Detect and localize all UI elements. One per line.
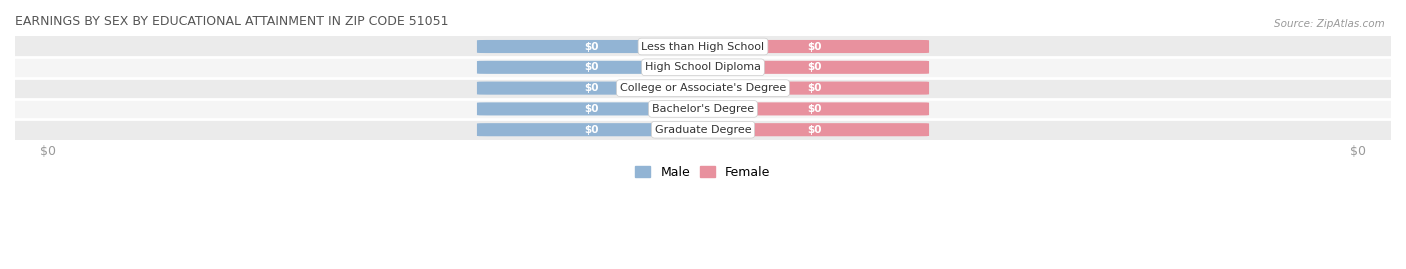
- FancyBboxPatch shape: [477, 102, 706, 115]
- Bar: [15, 78, 1391, 98]
- Text: $0: $0: [807, 83, 821, 93]
- Text: $0: $0: [585, 41, 599, 51]
- Text: $0: $0: [585, 104, 599, 114]
- FancyBboxPatch shape: [700, 61, 929, 74]
- Bar: [15, 119, 1391, 140]
- Legend: Male, Female: Male, Female: [630, 161, 776, 184]
- Text: $0: $0: [585, 125, 599, 135]
- FancyBboxPatch shape: [477, 40, 706, 53]
- Text: Bachelor's Degree: Bachelor's Degree: [652, 104, 754, 114]
- FancyBboxPatch shape: [477, 123, 706, 136]
- FancyBboxPatch shape: [700, 102, 929, 115]
- Text: Graduate Degree: Graduate Degree: [655, 125, 751, 135]
- FancyBboxPatch shape: [700, 123, 929, 136]
- Text: High School Diploma: High School Diploma: [645, 62, 761, 72]
- Bar: [15, 98, 1391, 119]
- Text: Source: ZipAtlas.com: Source: ZipAtlas.com: [1274, 19, 1385, 29]
- Text: $0: $0: [585, 83, 599, 93]
- FancyBboxPatch shape: [477, 82, 706, 95]
- FancyBboxPatch shape: [700, 40, 929, 53]
- Text: Less than High School: Less than High School: [641, 41, 765, 51]
- FancyBboxPatch shape: [477, 61, 706, 74]
- Text: $0: $0: [807, 104, 821, 114]
- Text: $0: $0: [807, 125, 821, 135]
- Bar: [15, 36, 1391, 57]
- Text: $0: $0: [585, 62, 599, 72]
- Bar: [15, 57, 1391, 78]
- FancyBboxPatch shape: [700, 82, 929, 95]
- Text: EARNINGS BY SEX BY EDUCATIONAL ATTAINMENT IN ZIP CODE 51051: EARNINGS BY SEX BY EDUCATIONAL ATTAINMEN…: [15, 15, 449, 28]
- Text: $0: $0: [807, 41, 821, 51]
- Text: College or Associate's Degree: College or Associate's Degree: [620, 83, 786, 93]
- Text: $0: $0: [807, 62, 821, 72]
